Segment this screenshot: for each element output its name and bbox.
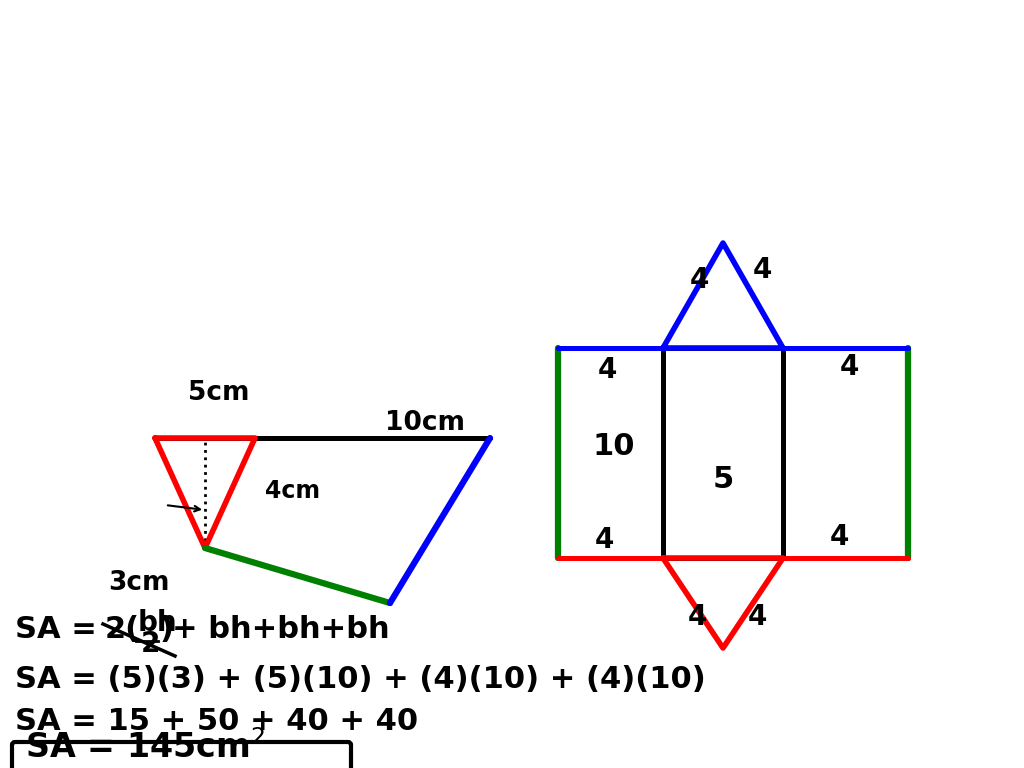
Text: 4: 4 (598, 356, 617, 384)
Text: 2(: 2( (105, 615, 140, 644)
Text: 10cm: 10cm (385, 410, 465, 436)
Text: 4: 4 (840, 353, 859, 381)
Text: 3cm: 3cm (108, 570, 170, 596)
Text: 4: 4 (753, 256, 772, 284)
Text: 5: 5 (713, 465, 734, 494)
Text: 4cm: 4cm (265, 479, 321, 503)
Text: SA = 15 + 50 + 40 + 40: SA = 15 + 50 + 40 + 40 (15, 707, 418, 736)
Text: 4: 4 (690, 266, 710, 294)
Text: bh: bh (138, 609, 177, 637)
Text: 4: 4 (748, 603, 767, 631)
Text: 4: 4 (830, 523, 849, 551)
Text: 4: 4 (688, 603, 708, 631)
Text: ): ) (160, 615, 174, 644)
Text: 5cm: 5cm (188, 380, 250, 406)
Text: 4: 4 (595, 526, 614, 554)
Text: SA = (5)(3) + (5)(10) + (4)(10) + (4)(10): SA = (5)(3) + (5)(10) + (4)(10) + (4)(10… (15, 665, 706, 694)
Text: 2: 2 (141, 630, 161, 658)
FancyBboxPatch shape (12, 742, 351, 768)
Text: SA =: SA = (15, 615, 108, 644)
Text: 10: 10 (593, 432, 636, 461)
Text: + bh+bh+bh: + bh+bh+bh (172, 615, 389, 644)
Text: SA = 145cm$^2$: SA = 145cm$^2$ (25, 730, 265, 765)
